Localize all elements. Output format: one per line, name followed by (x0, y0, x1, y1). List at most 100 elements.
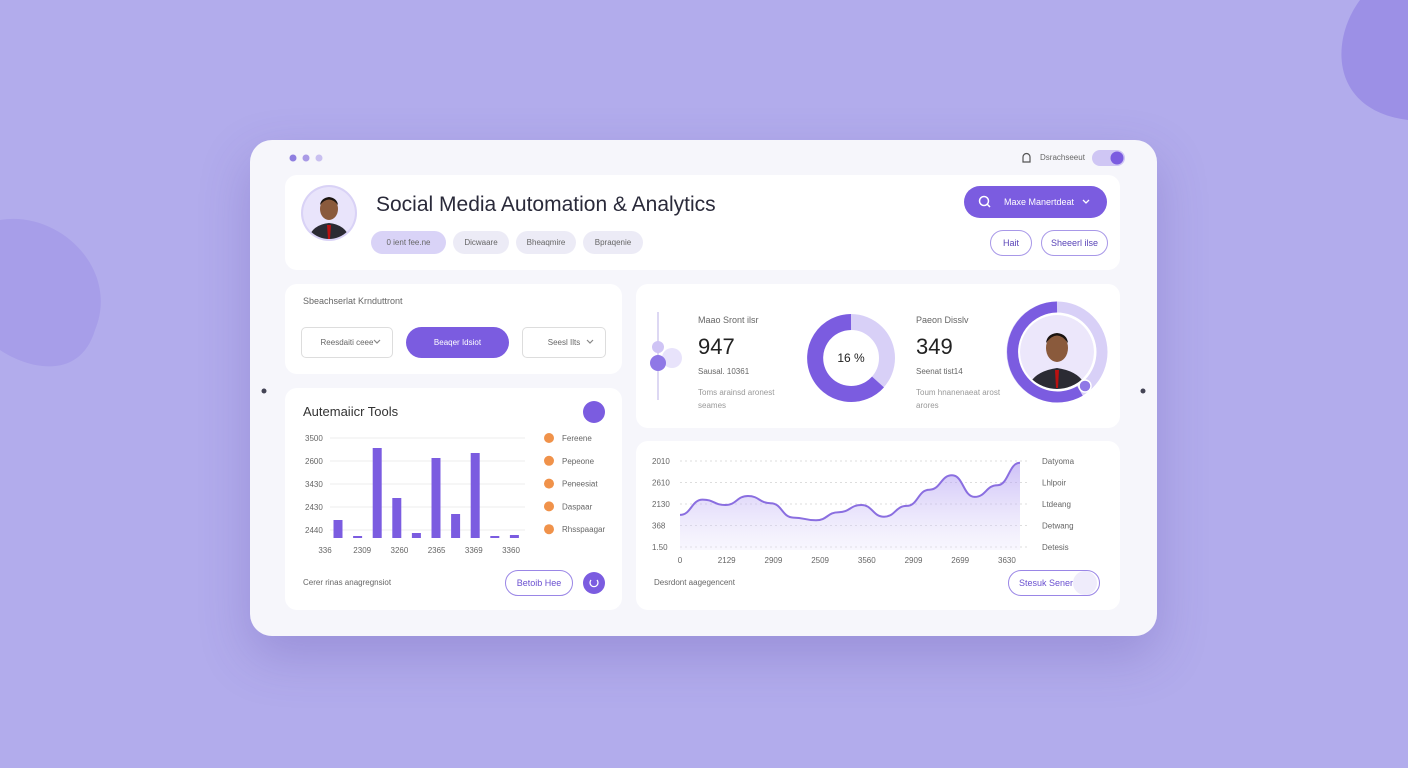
bar-footer: Cerer rinas anagregnsiot (303, 578, 392, 587)
x-tick-label: 3260 (391, 546, 409, 555)
legend-label: Fereene (562, 434, 592, 443)
dropdown[interactable]: Reesdaiti ceee (301, 327, 393, 358)
legend-label: Rhsspaagar (562, 525, 605, 534)
chevron (373, 339, 381, 344)
line-footer: Desrdont aagegencent (654, 578, 735, 587)
x-tick-label: 2699 (951, 556, 969, 565)
y-tick-label: 2610 (652, 479, 670, 488)
side-label: Detwang (1042, 522, 1074, 531)
bar (333, 520, 343, 538)
stat-label: Maao Sront ilsr (698, 315, 759, 325)
y-tick-label: 3500 (305, 434, 323, 443)
tab[interactable]: Bpraqenie (583, 231, 643, 254)
dropdown-label: Seesl Ilts (547, 338, 581, 347)
area (680, 462, 1020, 550)
header-button-label: Hait (1002, 238, 1019, 248)
x-tick-label: 3560 (858, 556, 876, 565)
bar (372, 448, 382, 538)
x-tick-label: 2909 (765, 556, 783, 565)
stat-label: Paeon Disslv (916, 315, 969, 325)
tab-label: Dicwaare (464, 238, 498, 247)
side-label: Lhlpoir (1042, 479, 1066, 488)
search-icons (978, 195, 1090, 208)
tab[interactable]: Bheaqmire (516, 231, 576, 254)
x-tick-label: 336 (318, 546, 332, 555)
top-link[interactable]: Dsrachseeut (1040, 153, 1085, 162)
stat-desc: seames (698, 401, 727, 410)
bar-button[interactable]: Betoib Hee (505, 570, 573, 596)
y-tick-label: 2430 (305, 503, 323, 512)
bar-title: Autemaiicr Tools (303, 404, 399, 419)
page-title: Social Media Automation & Analytics (376, 193, 716, 216)
legend-dot (544, 455, 554, 466)
header-button-label: Sheeerl ilse (1050, 238, 1099, 248)
stat-sub: Sausal. 10361 (698, 367, 750, 376)
header-button[interactable]: Sheeerl ilse (1041, 230, 1108, 256)
bar (353, 536, 363, 538)
legend-label: Peneesiat (562, 480, 598, 489)
stat-value: 349 (916, 334, 953, 359)
chevron (586, 339, 594, 344)
side-label: Detesis (1042, 543, 1069, 552)
y-tick-label: 2010 (652, 457, 670, 466)
legend-dot (544, 478, 554, 489)
stat-value: 947 (698, 334, 735, 359)
x-tick-label: 3360 (502, 546, 520, 555)
bar (411, 533, 421, 538)
filter-title: Sbeachserlat Krnduttront (303, 296, 403, 306)
side-label: Datyoma (1042, 457, 1075, 466)
x-tick-label: 2129 (718, 556, 736, 565)
donut-label: 16 % (837, 351, 865, 365)
tab[interactable]: 0 ient fee.ne (371, 231, 446, 254)
legend-label: Pepeone (562, 457, 595, 466)
x-tick-label: 2909 (905, 556, 923, 565)
tab-label: Bheaqmire (526, 238, 566, 247)
bar (392, 498, 402, 538)
bar (490, 536, 500, 538)
legend-label: Daspaar (562, 502, 593, 511)
x-tick-label: 2309 (353, 546, 371, 555)
y-tick-label: 1.50 (652, 543, 668, 552)
search-label: Maxe Manertdeat (1004, 197, 1075, 207)
legend-dot (544, 433, 554, 443)
x-tick-label: 2509 (811, 556, 829, 565)
stat-sub: Seenat tist14 (916, 367, 963, 376)
x-tick-label: 3369 (465, 546, 483, 555)
dropdown[interactable]: Beaqer Idsiot (406, 327, 509, 358)
side-label: Ltdeang (1042, 500, 1071, 509)
line-button[interactable]: Stesuk Sener (1008, 570, 1100, 596)
x-tick-label: 0 (678, 556, 683, 565)
bar-button-label: Betoib Hee (516, 578, 562, 588)
stat-desc: arores (916, 401, 939, 410)
tab[interactable]: Dicwaare (453, 231, 509, 254)
bar (431, 458, 441, 538)
y-tick-label: 2600 (305, 457, 323, 466)
bar (451, 514, 461, 538)
x-tick-label: 2365 (428, 546, 446, 555)
legend-dot (544, 524, 554, 535)
header-button[interactable]: Hait (990, 230, 1032, 256)
bar (470, 453, 480, 538)
tab-label: Bpraqenie (594, 238, 632, 247)
y-tick-label: 2440 (305, 526, 323, 535)
y-tick-label: 3430 (305, 480, 323, 489)
legend-dot (544, 501, 554, 512)
stat-desc: Toum hnanenaeat arost (916, 388, 1001, 397)
line-button-label: Stesuk Sener (1019, 578, 1074, 588)
x-tick-label: 3630 (998, 556, 1016, 565)
dropdown-label: Beaqer Idsiot (433, 338, 482, 347)
line (679, 461, 1021, 522)
y-tick-label: 368 (652, 522, 666, 531)
dropdown[interactable]: Seesl Ilts (522, 327, 606, 358)
dropdown-label: Reesdaiti ceee (320, 338, 374, 347)
stat-desc: Toms arainsd aronest (698, 388, 775, 397)
tab-label: 0 ient fee.ne (386, 238, 431, 247)
y-tick-label: 2130 (652, 500, 670, 509)
avatar (301, 185, 357, 241)
bar (509, 535, 519, 538)
